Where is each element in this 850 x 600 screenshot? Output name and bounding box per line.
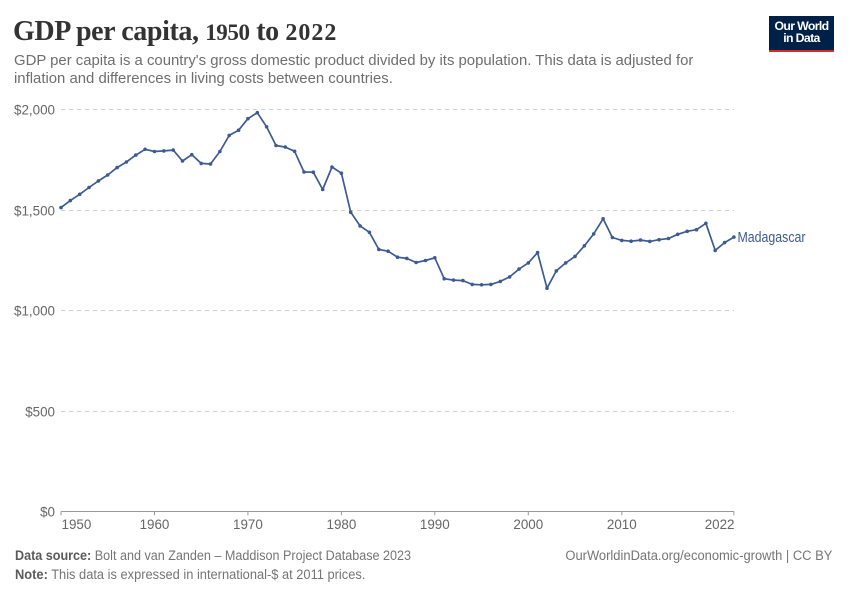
svg-text:$1,000: $1,000 [14, 303, 55, 318]
svg-text:1950: 1950 [62, 517, 92, 532]
svg-text:2010: 2010 [607, 517, 637, 532]
svg-text:1960: 1960 [140, 517, 170, 532]
svg-text:2000: 2000 [513, 517, 543, 532]
svg-text:2022: 2022 [705, 517, 735, 532]
svg-text:1970: 1970 [233, 517, 263, 532]
svg-text:$2,000: $2,000 [14, 102, 55, 117]
svg-text:$1,500: $1,500 [14, 203, 55, 218]
svg-text:$0: $0 [40, 504, 55, 519]
svg-text:1980: 1980 [327, 517, 357, 532]
svg-text:Madagascar: Madagascar [738, 230, 806, 246]
svg-text:$500: $500 [25, 404, 55, 419]
svg-text:1990: 1990 [420, 517, 450, 532]
